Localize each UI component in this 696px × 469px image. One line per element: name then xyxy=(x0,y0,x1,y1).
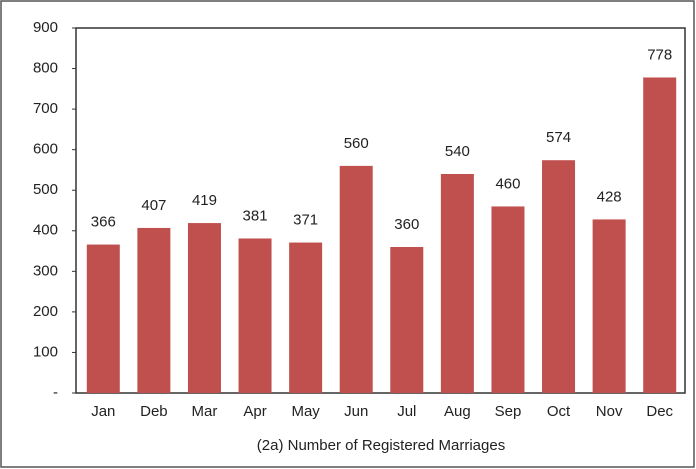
data-label: 360 xyxy=(394,216,419,233)
y-tick-label: 700 xyxy=(33,100,58,117)
bar xyxy=(390,247,424,393)
bar xyxy=(440,174,474,393)
x-tick-label: Dec xyxy=(646,403,673,420)
bar xyxy=(238,238,272,393)
bar xyxy=(86,244,120,393)
bar xyxy=(592,219,626,393)
data-label: 460 xyxy=(495,175,520,192)
data-label: 407 xyxy=(141,197,166,214)
x-tick-label: Jun xyxy=(344,403,368,420)
x-tick-label: Apr xyxy=(243,403,266,420)
y-tick-label: 100 xyxy=(33,343,58,360)
x-tick-label: Nov xyxy=(596,403,623,420)
data-label: 428 xyxy=(597,188,622,205)
x-tick-label: Aug xyxy=(444,403,471,420)
y-tick-label: 200 xyxy=(33,303,58,320)
y-tick-label: 500 xyxy=(33,181,58,198)
data-label: 574 xyxy=(546,129,571,146)
data-label: 540 xyxy=(445,143,470,160)
data-label: 778 xyxy=(647,46,672,63)
bar xyxy=(491,206,525,393)
x-tick-label: Oct xyxy=(547,403,571,420)
bar xyxy=(187,223,221,393)
bar xyxy=(643,77,677,393)
x-axis-label: (2a) Number of Registered Marriages xyxy=(257,437,505,454)
x-tick-label: May xyxy=(291,403,320,420)
x-tick-label: Deb xyxy=(140,403,168,420)
plot-frame xyxy=(75,27,686,394)
y-tick-label: 800 xyxy=(33,60,58,77)
data-label: 381 xyxy=(243,207,268,224)
bar xyxy=(542,160,576,393)
data-label: 419 xyxy=(192,192,217,209)
data-label: 560 xyxy=(344,135,369,152)
y-tick-label: 600 xyxy=(33,141,58,158)
y-tick-label: 400 xyxy=(33,222,58,239)
bar xyxy=(339,165,373,393)
y-tick-label: - xyxy=(53,384,58,401)
x-tick-label: Mar xyxy=(192,403,218,420)
bar xyxy=(137,227,171,393)
x-tick-label: Jan xyxy=(91,403,115,420)
data-label: 371 xyxy=(293,212,318,229)
x-tick-label: Sep xyxy=(495,403,522,420)
y-tick-label: 300 xyxy=(33,262,58,279)
data-label: 366 xyxy=(91,214,116,231)
y-tick-label: 900 xyxy=(33,19,58,36)
bar xyxy=(289,242,323,393)
x-tick-label: Jul xyxy=(397,403,416,420)
